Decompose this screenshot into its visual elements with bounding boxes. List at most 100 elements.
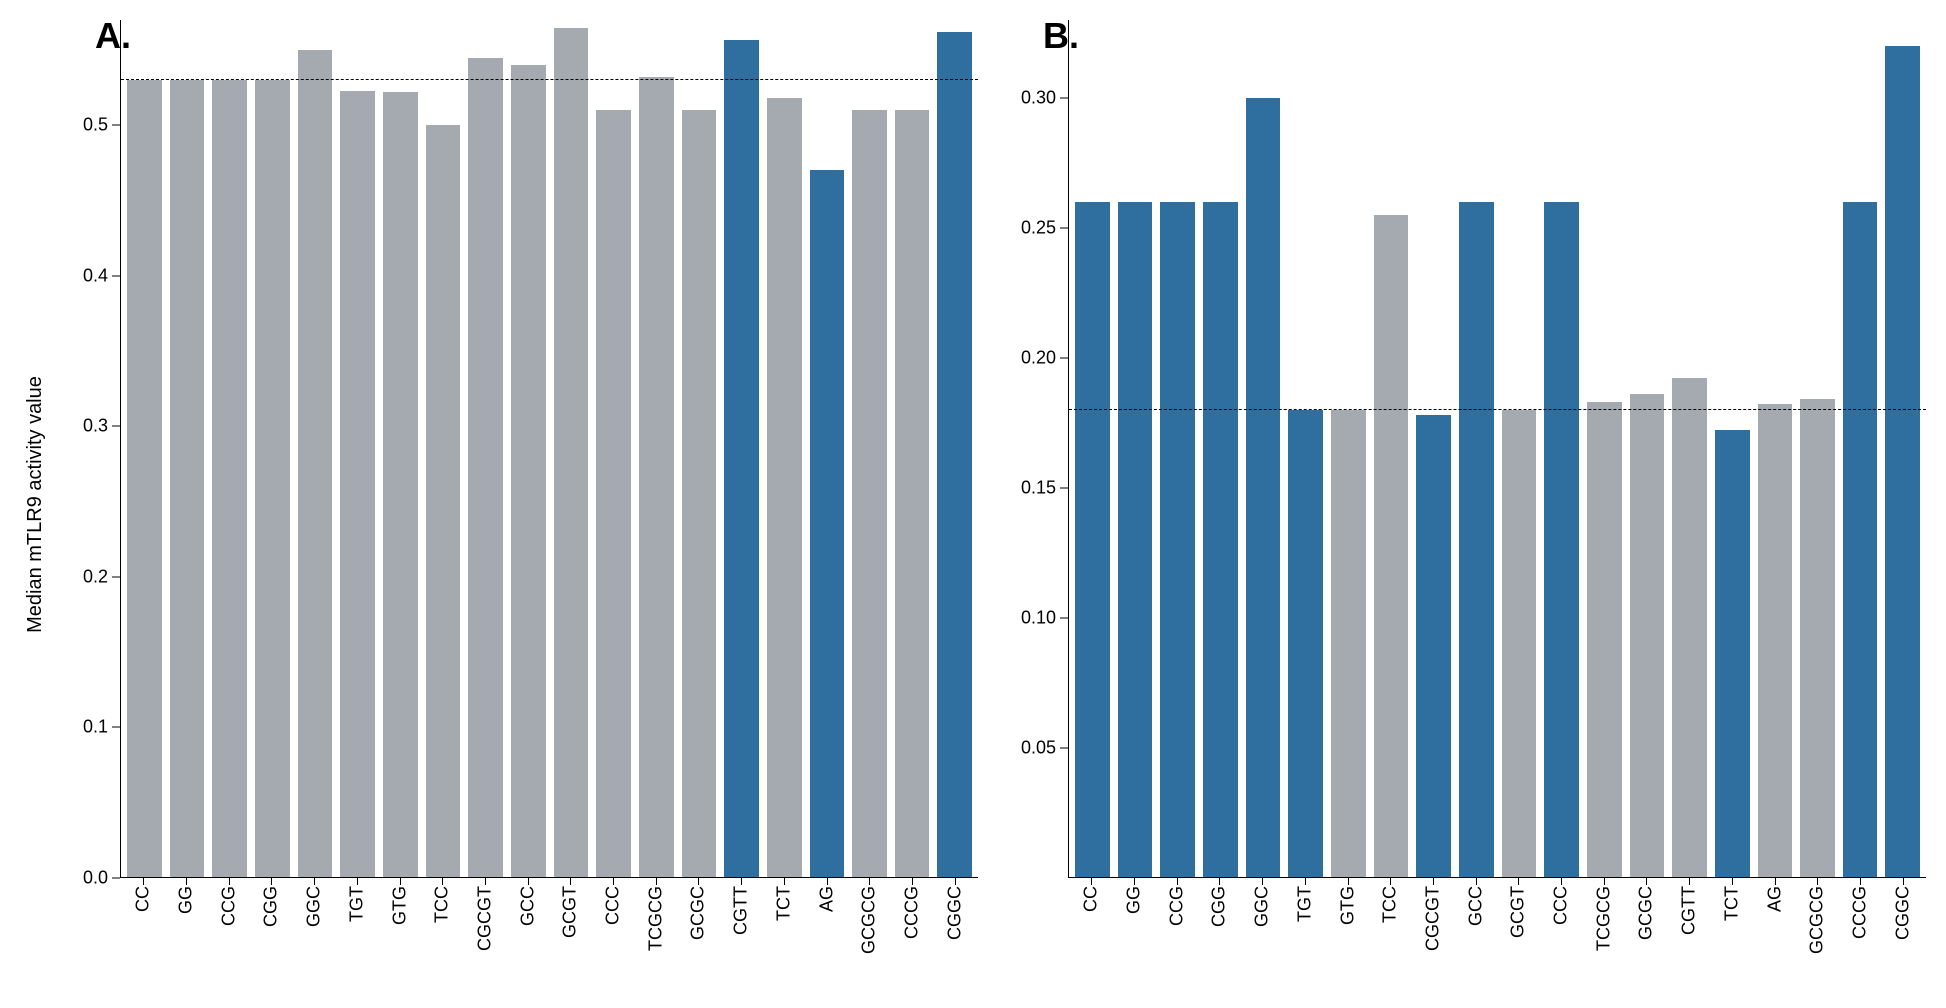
ytick-mark: [1060, 358, 1068, 359]
bar: [468, 58, 503, 877]
bar: [426, 125, 461, 877]
bar: [1758, 404, 1793, 877]
xlabel-slot: AG: [1757, 878, 1792, 988]
ytick-label: 0.0: [83, 868, 108, 889]
xtick-label: CCCG: [902, 886, 923, 939]
xlabel-slot: GCC: [510, 878, 545, 988]
xtick-label: CCC: [1551, 886, 1572, 925]
xlabel-slot: CGCGT: [468, 878, 503, 988]
xlabel-slot: GCGC: [681, 878, 716, 988]
xtick-mark: [314, 877, 315, 885]
bar: [511, 65, 546, 877]
xtick-mark: [1860, 877, 1861, 885]
xtick-mark: [1305, 877, 1306, 885]
xlabel-slot: GCGT: [553, 878, 588, 988]
bar: [298, 50, 333, 877]
xlabel-slot: GG: [169, 878, 204, 988]
ytick-label: 0.1: [83, 717, 108, 738]
xtick-label: TCT: [1721, 886, 1742, 921]
bar: [127, 80, 162, 877]
ytick-label: 0.20: [1021, 348, 1056, 369]
panel-a-bars: [121, 20, 978, 877]
xtick-mark: [186, 877, 187, 885]
xtick-mark: [784, 877, 785, 885]
xtick-mark: [1646, 877, 1647, 885]
panel-b-yaxis: 0.050.100.150.200.250.30: [998, 20, 1068, 878]
reference-line: [121, 79, 978, 80]
xlabel-slot: CCC: [1544, 878, 1579, 988]
xtick-label: CGCGT: [1422, 886, 1443, 951]
xtick-mark: [1817, 877, 1818, 885]
ytick-label: 0.05: [1021, 738, 1056, 759]
panel-b: B. 0.050.100.150.200.250.30 CCGGCCGCGGGG…: [998, 20, 1926, 988]
xtick-mark: [1518, 877, 1519, 885]
xtick-mark: [1091, 877, 1092, 885]
xtick-mark: [400, 877, 401, 885]
ytick-mark: [1060, 488, 1068, 489]
xtick-mark: [827, 877, 828, 885]
bar: [937, 32, 972, 877]
xtick-label: CCCG: [1850, 886, 1871, 939]
xtick-label: GCGT: [1508, 886, 1529, 938]
bar: [1885, 46, 1920, 877]
ytick-mark: [1060, 618, 1068, 619]
xlabel-slot: GCC: [1458, 878, 1493, 988]
xtick-mark: [485, 877, 486, 885]
ytick-mark: [112, 125, 120, 126]
xtick-label: CGTT: [1679, 886, 1700, 935]
xlabel-slot: TCGCG: [638, 878, 673, 988]
bar: [383, 92, 418, 877]
bar: [1843, 202, 1878, 877]
xtick-label: CGCGT: [474, 886, 495, 951]
xtick-mark: [1903, 877, 1904, 885]
xtick-mark: [656, 877, 657, 885]
xlabel-slot: AG: [809, 878, 844, 988]
xlabel-slot: CGTT: [1672, 878, 1707, 988]
xtick-mark: [1604, 877, 1605, 885]
bar: [1288, 410, 1323, 877]
xtick-mark: [1390, 877, 1391, 885]
bar: [596, 110, 631, 877]
xtick-mark: [613, 877, 614, 885]
xtick-label: GG: [1124, 886, 1145, 914]
xtick-label: CC: [1081, 886, 1102, 912]
xlabel-slot: GCGCG: [852, 878, 887, 988]
xlabel-slot: CCG: [211, 878, 246, 988]
ytick-mark: [112, 727, 120, 728]
bar: [340, 91, 375, 877]
bar: [1630, 394, 1665, 877]
bar: [170, 80, 205, 877]
xtick-label: AG: [1764, 886, 1785, 912]
bar: [1118, 202, 1153, 877]
xtick-label: GCGC: [688, 886, 709, 940]
bar: [1459, 202, 1494, 877]
ytick-label: 0.10: [1021, 608, 1056, 629]
xtick-label: CC: [133, 886, 154, 912]
xtick-label: CGTT: [731, 886, 752, 935]
xtick-mark: [1732, 877, 1733, 885]
xtick-label: TCT: [773, 886, 794, 921]
panel-b-xaxis: CCGGCCGCGGGGCTGTGTGTCCCGCGTGCCGCGTCCCTCG…: [1068, 878, 1926, 988]
bar: [639, 77, 674, 877]
xlabel-slot: GGC: [297, 878, 332, 988]
ytick-label: 0.3: [83, 416, 108, 437]
panel-b-bars: [1069, 20, 1926, 877]
xtick-mark: [442, 877, 443, 885]
ytick-label: 0.30: [1021, 88, 1056, 109]
xlabel-slot: TGT: [1288, 878, 1323, 988]
panels-row: A. 0.00.10.20.30.40.5 CCGGCCGCGGGGCTGTGT…: [50, 20, 1926, 988]
ytick-mark: [1060, 228, 1068, 229]
xtick-label: CGGC: [944, 886, 965, 940]
panel-a-chart-row: 0.00.10.20.30.40.5: [50, 20, 978, 878]
xtick-label: GCGCG: [1807, 886, 1828, 954]
bar: [554, 28, 589, 877]
bar: [212, 80, 247, 877]
bar: [767, 98, 802, 877]
xtick-label: TCGCG: [645, 886, 666, 951]
ytick-mark: [112, 275, 120, 276]
xlabel-slot: GCGT: [1501, 878, 1536, 988]
xlabel-slot: GTG: [1330, 878, 1365, 988]
xtick-label: GTG: [1337, 886, 1358, 925]
bar: [810, 170, 845, 877]
ylabel-container: Median mTLR9 activity value: [20, 20, 50, 988]
